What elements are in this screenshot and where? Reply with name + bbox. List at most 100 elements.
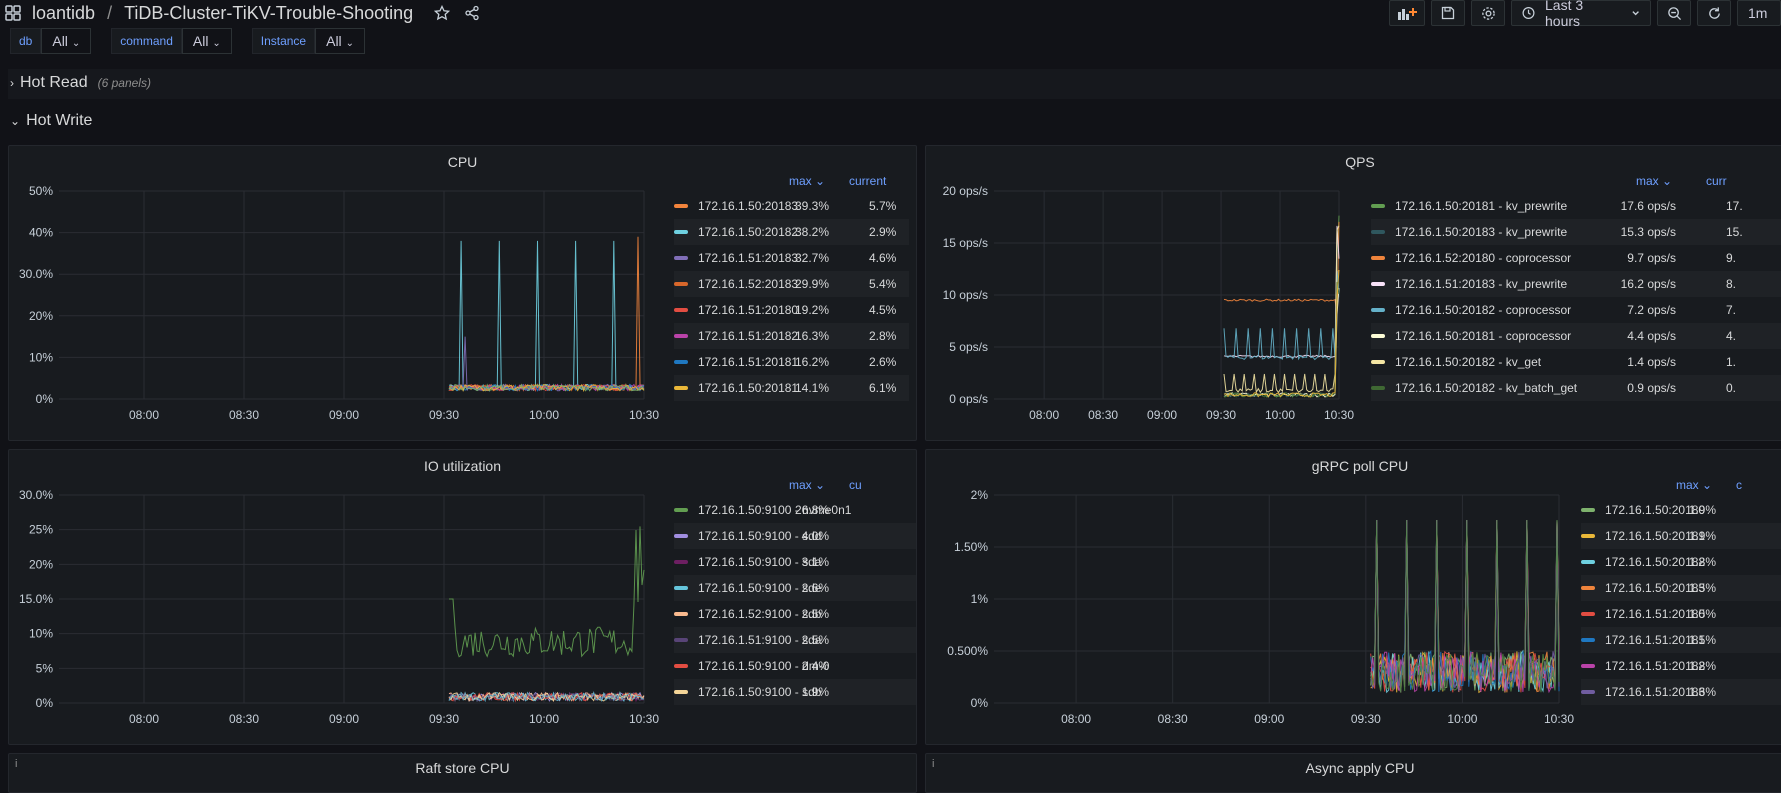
legend-swatch[interactable] [674,386,688,390]
info-icon[interactable]: i [15,758,18,770]
legend-item[interactable]: 172.16.1.52:9100 - sdb 2.5% [674,601,916,627]
legend-swatch[interactable] [674,690,688,694]
row-hot-write[interactable]: ⌄ Hot Write [10,112,92,130]
legend-swatch[interactable] [1371,230,1385,234]
legend-swatch[interactable] [674,230,688,234]
legend-header-current[interactable]: cu [849,478,862,492]
legend-swatch[interactable] [674,256,688,260]
legend-series-name[interactable]: 172.16.1.50:20181 - kv_prewrite [1395,199,1568,213]
legend-series-name[interactable]: 172.16.1.50:20182 - kv_batch_get [1395,381,1578,395]
legend-series-name[interactable]: 172.16.1.50:9100 - dm-0 [698,659,830,673]
legend-swatch[interactable] [674,282,688,286]
refresh-interval-picker[interactable]: 1m [1737,0,1781,26]
legend-item[interactable]: 172.16.1.51:20180 1.5% [1581,601,1781,627]
panel-title[interactable]: CPU [447,154,478,170]
legend-swatch[interactable] [1371,308,1385,312]
legend-header-max[interactable]: max ⌄ [1676,478,1713,492]
panel-raft-store-cpu[interactable]: i Raft store CPU [8,753,917,793]
legend-item[interactable]: 172.16.1.51:20183 32.7% 4.6% [674,245,909,271]
legend-swatch[interactable] [1581,508,1595,512]
legend-item[interactable]: 172.16.1.50:20181 1.9% [1581,523,1781,549]
legend-series-name[interactable]: 172.16.1.50:20182 - coprocessor [1395,303,1572,317]
legend-series-name[interactable]: 172.16.1.50:20182 [698,225,799,239]
variable-select-command[interactable]: All ⌄ [181,28,232,54]
legend-series-name[interactable]: 172.16.1.51:20182 [698,329,799,343]
legend-header-max[interactable]: max ⌄ [789,174,826,188]
legend-series-name[interactable]: 172.16.1.50:20181 - coprocessor [1395,329,1572,343]
legend-swatch[interactable] [1371,256,1385,260]
save-dashboard-button[interactable] [1431,0,1465,26]
legend-swatch[interactable] [674,508,688,512]
legend-item[interactable]: 172.16.1.50:20181 14.1% 6.1% [674,375,909,401]
variable-select-db[interactable]: All ⌄ [41,28,92,54]
legend-series-name[interactable]: 172.16.1.51:9100 - sda [698,633,822,647]
legend-series-name[interactable]: 172.16.1.52:20183 [698,277,799,291]
panel-title[interactable]: gRPC poll CPU [1311,458,1409,474]
legend-item[interactable]: 172.16.1.50:20183 1.5% [1581,575,1781,601]
legend-item[interactable]: 172.16.1.51:20183 - kv_prewrite 16.2 ops/… [1371,271,1781,297]
legend-header-max[interactable]: max ⌄ [1636,174,1673,188]
legend-series-name[interactable]: 172.16.1.51:20181 [698,355,799,369]
legend-series-name[interactable]: 172.16.1.50:20182 [1605,555,1706,569]
apps-grid-icon[interactable] [0,0,26,26]
panel-qps[interactable]: QPS 0 ops/s 5 ops/s 10 ops/s 15 ops/s 20 ops… [925,145,1781,441]
legend-series-name[interactable]: 172.16.1.50:20181 [1605,529,1706,543]
variable-select-instance[interactable]: All ⌄ [315,28,365,54]
legend-series-name[interactable]: 172.16.1.50:20182 - kv_get [1395,355,1542,369]
panel-title[interactable]: Async apply CPU [1305,760,1415,776]
legend-item[interactable]: 172.16.1.50:20182 - kv_batch_get 0.9 ops/… [1371,375,1781,401]
legend-item[interactable]: 172.16.1.50:20182 - kv_get 1.4 ops/s 1. [1371,349,1781,375]
legend-item[interactable]: 172.16.1.50:9100 - sdd 4.0% [674,523,916,549]
legend-swatch[interactable] [1581,664,1595,668]
legend-swatch[interactable] [674,586,688,590]
legend-series-name[interactable]: 172.16.1.50:9100 - sdb [698,685,822,699]
legend-item[interactable]: 172.16.1.50:9100 - sda 3.1% [674,549,916,575]
legend-swatch[interactable] [1371,204,1385,208]
legend-item[interactable]: 172.16.1.52:20180 - coprocessor 9.7 ops/s… [1371,245,1781,271]
io-chart[interactable]: 0% 5% 10% 15.0% 20% 25% 30.0% 08:00 08:30 09:00 09… [9,450,917,745]
legend-series-name[interactable]: 172.16.1.51:20181 [1605,633,1706,647]
legend-series-name[interactable]: 172.16.1.52:20180 - coprocessor [1395,251,1572,265]
grpc-chart[interactable]: 0% 0.500% 1% 1.50% 2% 08:00 08:30 09:00 09:30 10:… [926,450,1781,745]
legend-item[interactable]: 172.16.1.52:20183 29.9% 5.4% [674,271,909,297]
settings-button[interactable] [1471,0,1505,26]
legend-item[interactable]: 172.16.1.50:9100 - sde 2.6% [674,575,916,601]
legend-item[interactable]: 172.16.1.50:20180 1.9% [1581,497,1781,523]
legend-header-current[interactable]: current [849,174,887,188]
legend-item[interactable]: 172.16.1.51:20182 16.3% 2.8% [674,323,909,349]
legend-header-current[interactable]: c [1736,478,1742,492]
legend-swatch[interactable] [674,612,688,616]
legend-swatch[interactable] [674,560,688,564]
legend-swatch[interactable] [1581,586,1595,590]
refresh-button[interactable] [1697,0,1731,26]
legend-series-name[interactable]: 172.16.1.50:9100 - sdd [698,529,822,543]
star-icon[interactable] [429,0,455,26]
legend-swatch[interactable] [674,334,688,338]
legend-item[interactable]: 172.16.1.51:20181 16.2% 2.6% [674,349,909,375]
legend-series-name[interactable]: 172.16.1.51:20183 - kv_prewrite [1395,277,1568,291]
legend-item[interactable]: 172.16.1.51:20181 1.5% [1581,627,1781,653]
legend-item[interactable]: 172.16.1.50:20182 - coprocessor 7.2 ops/s… [1371,297,1781,323]
panel-async-apply-cpu[interactable]: i Async apply CPU [925,753,1781,793]
legend-swatch[interactable] [1581,560,1595,564]
legend-series-name[interactable]: 172.16.1.50:9100 - sde [698,581,822,595]
legend-item[interactable]: 172.16.1.51:20182 1.8% [1581,653,1781,679]
legend-swatch[interactable] [674,664,688,668]
panel-grpc-poll-cpu[interactable]: gRPC poll CPU 0% 0.500% 1% 1.50% 2% 08:00 08:3… [925,449,1781,745]
legend-swatch[interactable] [674,204,688,208]
legend-item[interactable]: 172.16.1.50:20181 - kv_prewrite 17.6 ops/… [1371,193,1781,219]
legend-item[interactable]: 172.16.1.50:2018010.4%2.6% [674,401,909,406]
add-panel-button[interactable] [1389,0,1425,26]
legend-item[interactable]: 172.16.1.51:9100 - sda 2.5% [674,627,916,653]
legend-item[interactable]: 172.16.1.51:20183 1.6% [1581,679,1781,705]
legend-swatch[interactable] [1371,360,1385,364]
legend-swatch[interactable] [674,534,688,538]
cpu-chart[interactable]: 0% 10% 20% 30.0% 40% 50% 08:00 08:30 09:00 09:30 1… [9,146,917,441]
legend-swatch[interactable] [674,638,688,642]
legend-series-name[interactable]: 172.16.1.50:20180 [1605,503,1706,517]
panel-title[interactable]: QPS [1345,154,1375,170]
time-range-picker[interactable]: Last 3 hours [1511,0,1651,29]
legend-series-name[interactable]: 172.16.1.50:20183 - kv_prewrite [1395,225,1568,239]
panel-title[interactable]: Raft store CPU [415,760,510,776]
